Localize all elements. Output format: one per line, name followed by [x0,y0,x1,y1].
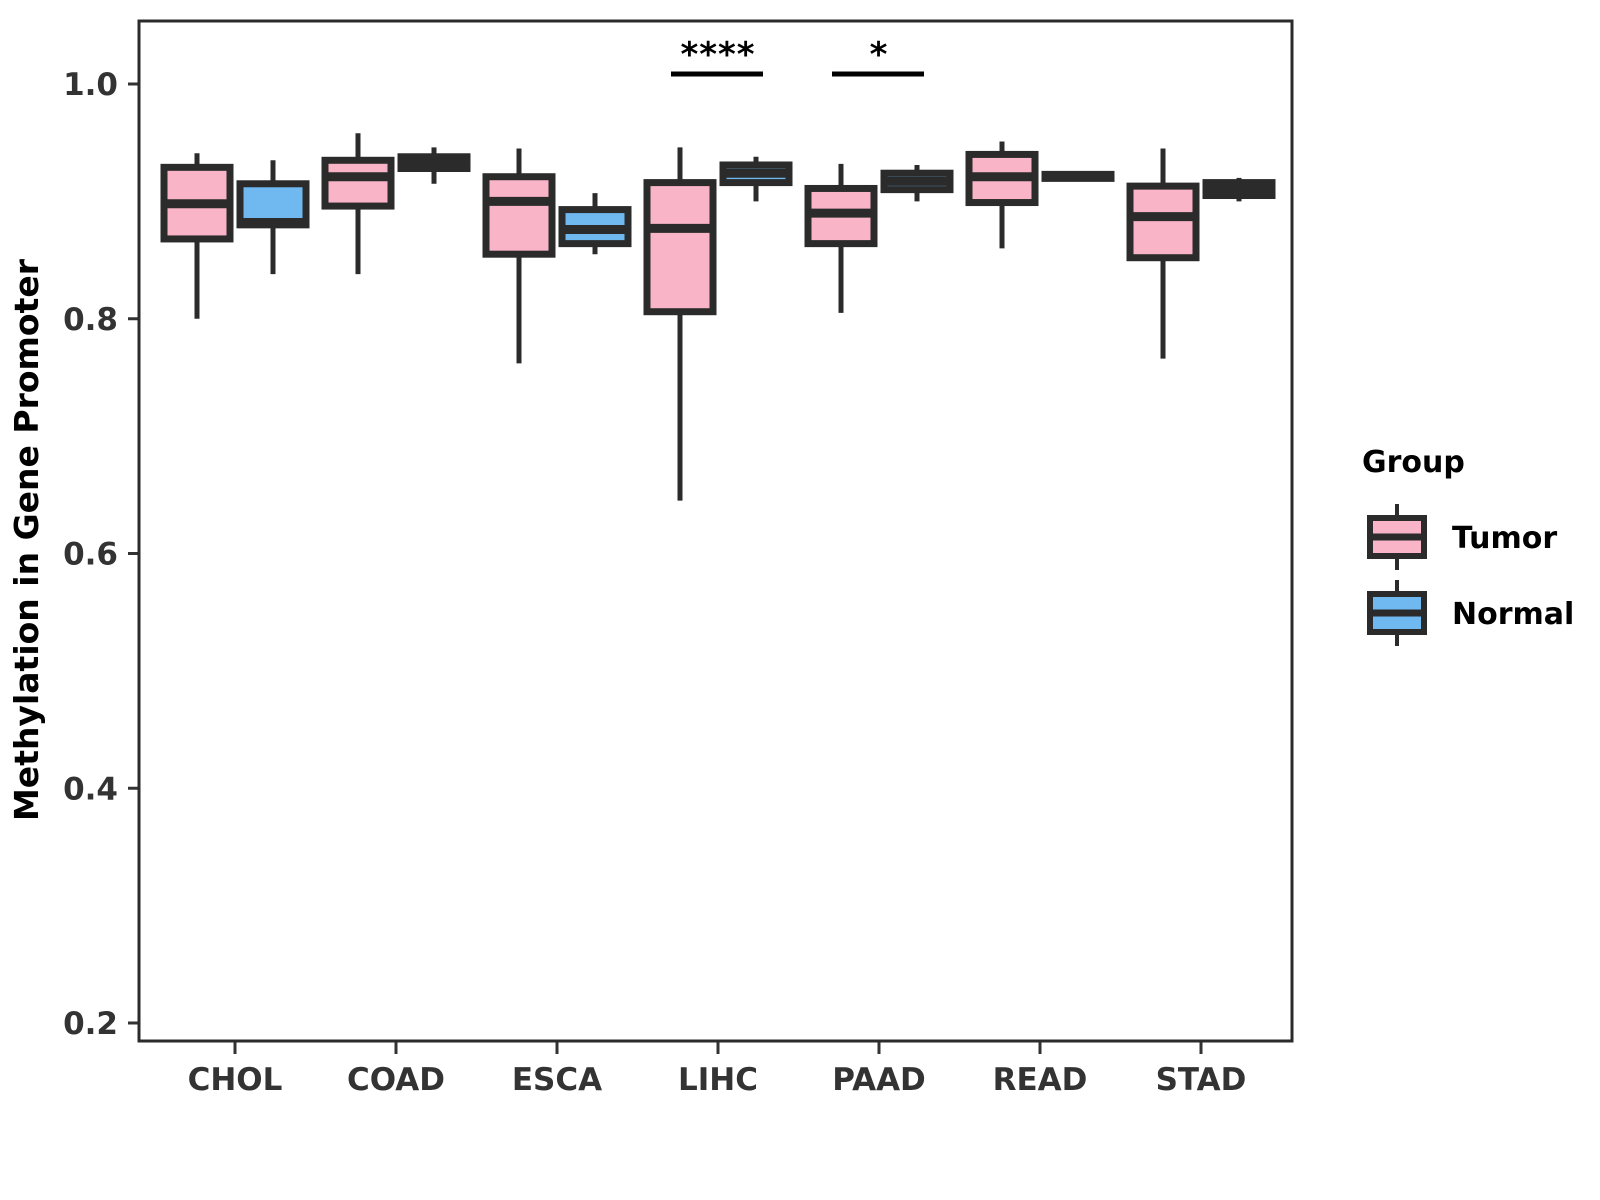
x-tick-label: ESCA [512,1062,602,1098]
box-iqr-rect [482,173,556,258]
boxplot-series-layer [160,133,1276,501]
x-tick-label: READ [993,1062,1088,1098]
legend-title: Group [1362,445,1465,480]
legend-label: Normal [1452,597,1574,632]
x-axis-ticks: CHOL COAD ESCA LIHC PAAD READ STAD [188,1042,1247,1098]
significance-label: **** [680,35,755,75]
x-tick-label: COAD [347,1062,445,1098]
significance-annotations: **** * [671,35,924,77]
legend: Group Tumor Normal [1362,445,1574,646]
y-tick-label: 1.0 [63,67,118,103]
boxplot-box [643,147,717,501]
box-iqr-rect [321,156,395,210]
boxplot-box [719,156,793,202]
boxplot-box [880,164,954,202]
x-tick-label: PAAD [832,1062,926,1098]
significance-bracket: **** [671,35,763,77]
boxplot-box [1126,148,1200,359]
boxplot-box [321,133,395,275]
x-tick-label: STAD [1156,1062,1247,1098]
y-tick-label: 0.6 [63,537,118,573]
y-axis-title: Methylation in Gene Promoter [7,258,46,821]
y-tick-label: 0.8 [63,302,118,338]
boxplot-box [236,160,310,275]
legend-item-normal[interactable]: Normal [1367,580,1574,646]
y-axis-ticks: 0.2 0.4 0.6 0.8 1.0 [63,67,139,1042]
x-tick-label: CHOL [188,1062,283,1098]
boxplot-box [965,141,1039,249]
y-tick-label: 0.2 [63,1006,118,1042]
boxplot-box [1041,170,1115,182]
plot-panel-border [137,19,1294,1043]
significance-label: * [870,35,889,75]
boxplot-box [804,163,878,313]
x-tick-label: LIHC [678,1062,758,1098]
box-iqr-rect [1126,182,1200,262]
legend-label: Tumor [1452,521,1557,556]
boxplot-box [1202,177,1276,202]
boxplot-box [558,193,632,255]
legend-item-tumor[interactable]: Tumor [1367,504,1557,570]
boxplot-box [160,153,234,319]
boxplot-box [397,147,471,184]
box-iqr-rect [643,179,717,316]
significance-bracket: * [832,35,924,77]
boxplot-box [482,148,556,364]
y-tick-label: 0.4 [63,771,118,807]
